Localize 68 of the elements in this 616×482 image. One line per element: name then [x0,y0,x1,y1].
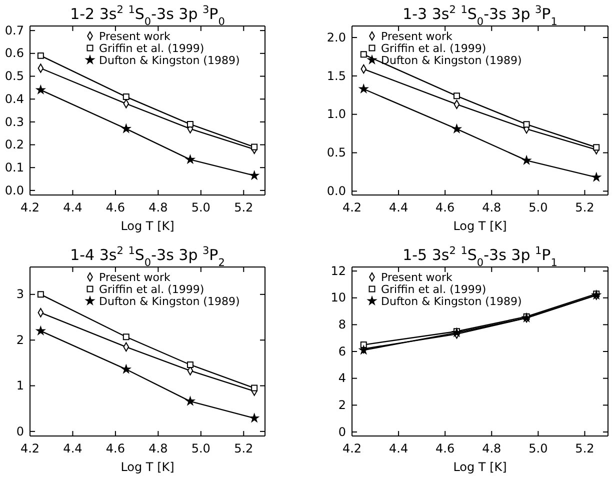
x-tick-label: 5.0 [191,200,210,215]
chart-title: 1-2 3s$^{2}$ $^{1}$S$_{0}$-3s 3p $^{3}$P$_{0}$ [70,4,225,28]
legend-label: Present work [381,271,454,284]
x-tick-label: 4.6 [106,442,125,456]
x-tick-label: 5.0 [191,442,210,456]
y-tick-label: 0.4 [4,92,24,106]
y-tick-label: 0.0 [4,183,24,198]
legend-label: Present work [99,30,172,43]
x-tick-label: 4.4 [63,200,82,215]
x-tick-label: 4.8 [148,442,168,456]
x-tick-label: 5.0 [528,442,548,456]
y-tick-label: 0.2 [4,138,24,152]
legend-label: Present work [99,271,172,284]
x-tick-label: 4.4 [63,442,82,456]
chart-title: 1-5 3s$^{2}$ $^{1}$S$_{0}$-3s 3p $^{1}$P$_{1}$ [402,245,558,269]
legend-label: Present work [381,30,454,43]
y-tick-label: 0.5 [326,146,346,160]
x-axis-title: Log T [K] [120,219,174,233]
chart-title: 1-3 3s$^{2}$ $^{1}$S$_{0}$-3s 3p $^{3}$P$_{1}$ [402,4,558,28]
legend-label: Griffin et al. (1999) [381,42,486,55]
legend-label: Dufton & Kingston (1989) [381,54,522,67]
y-tick-label: 2 [16,332,24,347]
y-tick-label: 1 [16,378,24,393]
x-tick-label: 5.2 [575,442,594,456]
y-tick-label: 6 [338,344,346,358]
legend-label: Griffin et al. (1999) [381,283,486,296]
y-tick-label: 0.7 [4,23,24,38]
legend-label: Dufton & Kingston (1989) [99,295,240,308]
x-axis-title: Log T [K] [453,460,507,474]
y-tick-label: 0.0 [326,184,346,198]
legend-label: Griffin et al. (1999) [99,42,204,55]
x-tick-label: 5.2 [575,200,594,215]
y-tick-label: 4 [338,371,346,386]
y-tick-label: 2 [338,398,346,412]
x-tick-label: 4.2 [20,200,40,215]
y-tick-label: 8 [338,318,346,332]
x-tick-label: 4.2 [20,442,40,456]
y-tick-label: 10 [330,290,346,305]
legend-label: Griffin et al. (1999) [99,283,204,296]
x-tick-label: 4.6 [106,200,125,215]
y-tick-label: 0 [16,424,24,438]
y-tick-label: 1.0 [326,107,346,122]
x-tick-label: 4.8 [482,442,502,456]
y-tick-label: 0.1 [4,160,24,174]
y-tick-label: 0.3 [4,114,24,129]
x-tick-label: 4.4 [389,442,408,456]
y-tick-label: 0 [338,424,346,439]
y-tick-label: 0.5 [4,69,24,84]
x-axis-title: Log T [K] [453,219,507,233]
y-tick-label: 0.6 [4,46,24,60]
chart-title: 1-4 3s$^{2}$ $^{1}$S$_{0}$-3s 3p $^{3}$P$_{2}$ [70,245,225,269]
legend-label: Dufton & Kingston (1989) [381,295,522,308]
y-tick-label: 1.5 [326,68,346,83]
x-axis-title: Log T [K] [120,460,174,474]
x-tick-label: 4.2 [342,200,362,215]
x-tick-label: 5.2 [234,200,254,215]
x-tick-label: 4.6 [436,442,455,456]
x-tick-label: 4.8 [148,200,168,215]
y-tick-label: 12 [330,264,346,278]
x-tick-label: 5.0 [528,200,548,215]
x-tick-label: 4.6 [436,200,455,215]
x-tick-label: 5.2 [234,442,254,456]
x-tick-label: 4.2 [342,442,362,456]
x-tick-label: 4.8 [482,200,502,215]
x-tick-label: 4.4 [389,200,408,215]
y-tick-label: 2.0 [326,30,346,44]
y-tick-label: 3 [16,287,24,302]
legend-label: Dufton & Kingston (1989) [99,54,240,67]
